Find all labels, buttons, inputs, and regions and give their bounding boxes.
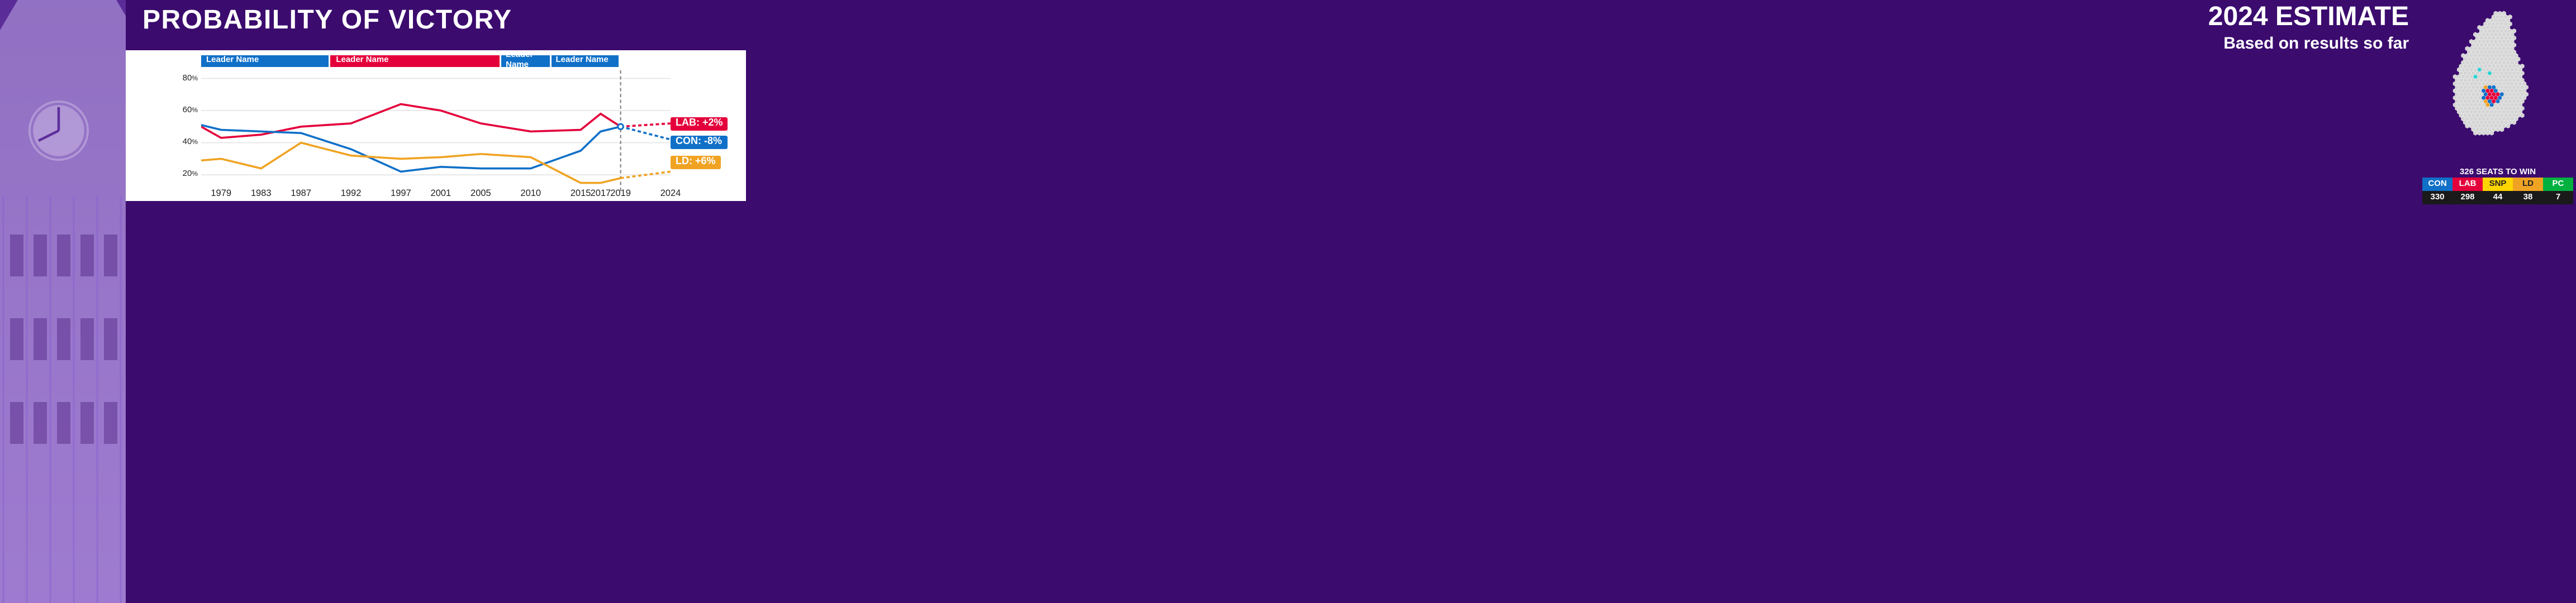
seats-party: PC: [2543, 178, 2573, 191]
callout-ld: LD: +6%: [671, 155, 721, 169]
x-tick: 2001: [431, 189, 451, 199]
seats-party: SNP: [2483, 178, 2513, 191]
x-tick: 1997: [391, 189, 411, 199]
estimate-subtitle: Based on results so far: [2208, 35, 2409, 54]
seats-col-snp: SNP44: [2483, 178, 2513, 204]
bigben-illustration: [0, 0, 126, 603]
x-tick: 2015: [571, 189, 591, 199]
leader-bar: Leader Name: [331, 55, 499, 66]
y-axis: 20% 40% 60% 80%: [176, 70, 201, 191]
seats-col-lab: LAB298: [2453, 178, 2483, 204]
x-tick: 1987: [291, 189, 311, 199]
uk-map-svg: [2422, 8, 2573, 162]
y-tick: 40%: [183, 138, 198, 148]
x-tick: 2005: [470, 189, 491, 199]
seats-table: CON330LAB298SNP44LD38PC7: [2422, 178, 2573, 204]
seats-col-con: CON330: [2422, 178, 2453, 204]
bigben-panel: [0, 0, 126, 603]
x-tick: 2010: [520, 189, 541, 199]
header: PROBABILITY OF VICTORY 2024 ESTIMATE Bas…: [126, 0, 2576, 50]
chart-panel: Leader NameLeader NameLeader NameLeader …: [126, 50, 746, 201]
x-tick: 1979: [211, 189, 231, 199]
leader-bar: Leader Name: [201, 55, 329, 66]
estimate-block: 2024 ESTIMATE Based on results so far: [2208, 3, 2409, 54]
seats-party: LAB: [2453, 178, 2483, 191]
seats-col-ld: LD38: [2513, 178, 2543, 204]
page-title: PROBABILITY OF VICTORY: [142, 7, 512, 37]
leader-bar: Leader Name: [501, 55, 549, 66]
callouts: LAB: +2% CON: -8% LD: +6%: [637, 70, 754, 191]
x-tick: 1992: [341, 189, 362, 199]
seats-value: 298: [2453, 191, 2483, 204]
seats-caption: 326 SEATS TO WIN: [2422, 168, 2573, 178]
x-tick: 2019: [610, 189, 631, 199]
seats-party: LD: [2513, 178, 2543, 191]
x-tick: 2017: [591, 189, 611, 199]
seats-value: 38: [2513, 191, 2543, 204]
y-tick: 80%: [183, 73, 198, 83]
seats-col-pc: PC7: [2543, 178, 2573, 204]
x-tick: 1983: [251, 189, 272, 199]
stage: PROBABILITY OF VICTORY 2024 ESTIMATE Bas…: [0, 0, 2576, 603]
leader-bar: Leader Name: [551, 55, 619, 66]
callout-lab: LAB: +2%: [671, 117, 728, 130]
seats-value: 330: [2422, 191, 2453, 204]
seats-value: 44: [2483, 191, 2513, 204]
estimate-title: 2024 ESTIMATE: [2208, 3, 2409, 34]
uk-map: [2422, 8, 2573, 162]
seats-party: CON: [2422, 178, 2453, 191]
callout-con: CON: -8%: [671, 136, 727, 150]
seats-value: 7: [2543, 191, 2573, 204]
y-tick: 20%: [183, 170, 198, 180]
y-tick: 60%: [183, 106, 198, 116]
